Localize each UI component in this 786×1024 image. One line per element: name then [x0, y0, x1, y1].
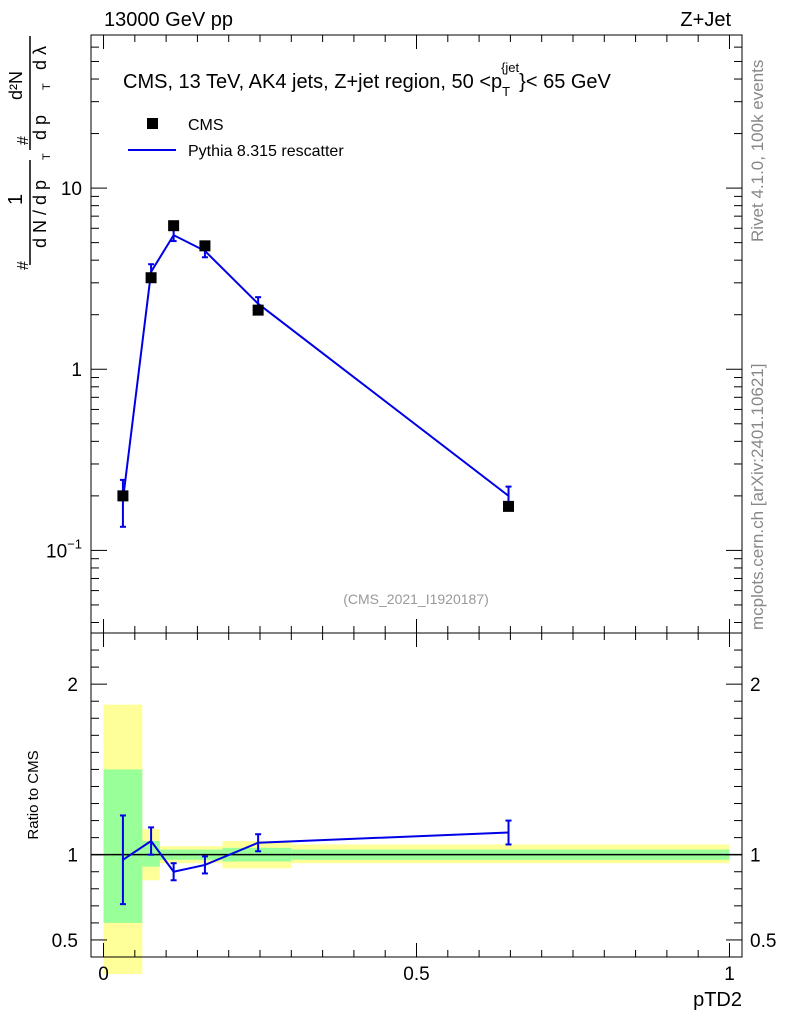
ylabel-t-2: T [41, 83, 53, 90]
plot-title: CMS, 13 TeV, AK4 jets, Z+jet region, 50 … [123, 60, 612, 99]
header-left: 13000 GeV pp [104, 9, 233, 31]
cms-data-point [117, 490, 129, 502]
x-tick-label: 0 [98, 964, 109, 985]
ylabel-hash-1: # [15, 261, 32, 270]
ylabel-t-1: T [41, 153, 53, 160]
main-y-axis-label: # 1 d N / d p T # d²N d p T d λ [5, 36, 53, 270]
ratio-y-tick-label-right: 1 [750, 846, 761, 867]
ratio-y-tick-label-left: 0.5 [52, 931, 78, 952]
legend-cms-marker [147, 118, 158, 129]
legend-pythia-label: Pythia 8.315 rescatter [188, 143, 344, 160]
watermark: (CMS_2021_I1920187) [343, 591, 489, 607]
ratio-pythia-line [122, 831, 509, 873]
ratio-y-axis-label: Ratio to CMS [25, 750, 42, 839]
main-plot-panel: 10 1 10−1 (CMS_2021_I1920187) CMS, 13 TeV,… [46, 34, 743, 634]
main-y-tick-label: 1 [71, 360, 82, 381]
ratio-plot-panel: 0.5 0.5 1 1 2 2 0 0.5 1 Ratio to CMS pTD2 [25, 632, 776, 1011]
legend-cms-label: CMS [188, 117, 224, 134]
header-right: Z+Jet [680, 9, 731, 31]
x-tick-label: 0.5 [403, 964, 429, 985]
main-y-tick-label: 10 [61, 179, 82, 200]
cms-data-point [145, 272, 157, 284]
main-y-tick-label: 10−1 [46, 536, 82, 562]
cms-data-point [503, 500, 515, 512]
x-tick-label: 1 [724, 964, 735, 985]
ylabel-hash-2: # [15, 136, 32, 145]
ratio-y-tick-label-right: 0.5 [750, 931, 776, 952]
rivet-label: Rivet 4.1.0, 100k events [748, 59, 767, 242]
ratio-plot-frame [90, 632, 743, 958]
ylabel-dl: d λ [30, 46, 50, 70]
cms-data-point [252, 304, 264, 316]
ratio-y-tick-label-right: 2 [750, 675, 761, 696]
cms-data-point [168, 220, 180, 232]
ylabel-dn: d N / d p [30, 180, 50, 248]
cms-data-point [199, 240, 211, 252]
mcplots-label: mcplots.cern.ch [arXiv:2401.10621] [748, 363, 767, 630]
x-axis-label: pTD2 [693, 989, 742, 1011]
ylabel-num: d²N [6, 71, 26, 100]
pythia-line [121, 233, 510, 501]
ylabel-one: 1 [5, 194, 27, 205]
ratio-y-tick-label-left: 1 [67, 846, 78, 867]
ylabel-den: d p [30, 115, 50, 140]
ratio-y-tick-label-left: 2 [67, 675, 78, 696]
